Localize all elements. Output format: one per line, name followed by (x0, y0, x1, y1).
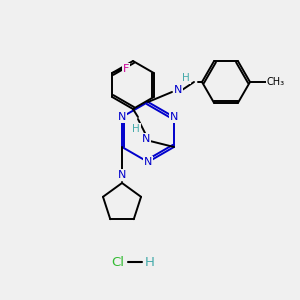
Text: H: H (132, 124, 140, 134)
Text: N: N (118, 112, 126, 122)
Text: N: N (118, 170, 126, 180)
Text: F: F (123, 64, 129, 74)
Text: N: N (142, 134, 150, 144)
Text: H: H (145, 256, 155, 268)
Text: H: H (182, 73, 190, 83)
Text: N: N (174, 85, 182, 95)
Text: Cl: Cl (112, 256, 124, 268)
Text: N: N (170, 112, 178, 122)
Text: CH₃: CH₃ (267, 77, 285, 87)
Text: N: N (144, 157, 152, 167)
